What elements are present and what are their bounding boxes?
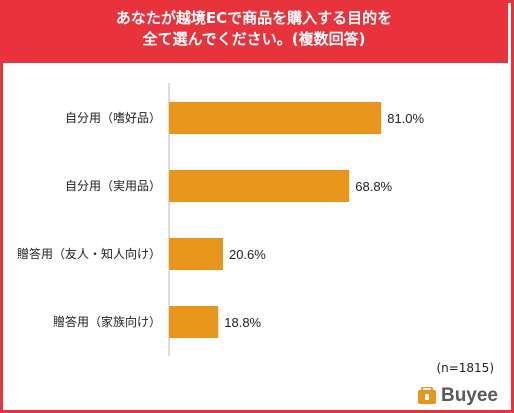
bar-4	[169, 306, 219, 338]
shopping-bag-icon	[417, 386, 437, 405]
category-label-3: 贈答用（友人・知人向け）	[17, 246, 161, 261]
chart-title-line-1: あなたが越境ECで商品を購入する目的を	[115, 9, 393, 27]
value-label-4: 18.8%	[224, 315, 261, 330]
buyee-logo: Buyee	[417, 384, 498, 408]
category-label-1: 自分用（嗜好品）	[65, 111, 161, 125]
category-label-2: 自分用（実用品）	[65, 178, 161, 193]
value-label-1: 81.0%	[387, 111, 424, 126]
bar-3	[169, 238, 223, 270]
category-label-4: 贈答用（家族向け）	[53, 314, 161, 329]
brand-name: Buyee	[440, 385, 498, 406]
value-label-3: 20.6%	[229, 247, 266, 262]
value-label-2: 68.8%	[355, 179, 392, 194]
bar-1	[169, 102, 382, 134]
bar-group: 自分用（嗜好品） 81.0% 自分用（実用品） 68.8% 贈答用（友人・知人向け） 20…	[17, 102, 425, 338]
chart-title-line-2: 全て選んでください。(複数回答)	[142, 30, 366, 48]
bar-2	[169, 170, 350, 202]
chart-title: あなたが越境ECで商品を購入する目的を 全て選んでください。(複数回答)	[0, 0, 508, 63]
sample-size-note: (n=1815)	[436, 361, 494, 375]
